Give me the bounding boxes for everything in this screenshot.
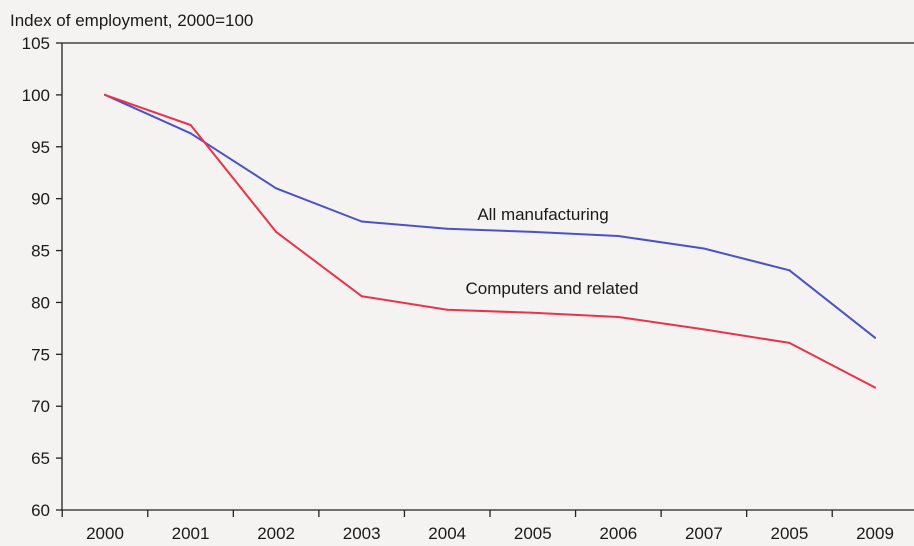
series-label-all-manufacturing: All manufacturing: [477, 205, 608, 224]
y-tick-label: 90: [31, 190, 50, 209]
data-point-computers-and-related: [531, 311, 534, 314]
y-tick-label: 85: [31, 242, 50, 261]
x-tick-label: 2004: [428, 524, 466, 543]
x-tick-label: 2006: [599, 524, 637, 543]
x-tick-label: 2007: [685, 524, 723, 543]
y-tick-label: 105: [22, 34, 50, 53]
data-point-computers-and-related: [702, 328, 705, 331]
series-line-all-manufacturing: [104, 93, 876, 339]
data-point-all-manufacturing: [446, 227, 449, 230]
data-point-all-manufacturing: [788, 269, 791, 272]
x-tick-label: 2002: [257, 524, 295, 543]
y-axis-title: Index of employment, 2000=100: [10, 11, 253, 30]
series-lines: [104, 93, 876, 389]
data-point-all-manufacturing: [702, 247, 705, 250]
y-tick-label: 65: [31, 449, 50, 468]
data-point-computers-and-related: [617, 315, 620, 318]
y-ticks: 60 65 70 75 80 85 90 95 100 105: [22, 34, 62, 520]
series-line-computers-and-related: [104, 93, 876, 389]
y-tick-label: 100: [22, 86, 50, 105]
x-tick-label: 2000: [86, 524, 124, 543]
y-tick-label: 95: [31, 138, 50, 157]
x-tick-label: 2005: [514, 524, 552, 543]
data-point-computers-and-related: [104, 93, 106, 96]
x-ticks: 2000 2001 2002 2003 2004 2005 2006 2007 2005 2009: [61, 510, 894, 543]
data-point-computers-and-related: [788, 341, 791, 344]
y-tick-label: 70: [31, 397, 50, 416]
x-tick-label: 2005: [771, 524, 809, 543]
data-point-all-manufacturing: [617, 235, 620, 238]
data-point-all-manufacturing: [275, 187, 278, 190]
data-point-all-manufacturing: [874, 336, 876, 339]
y-tick-label: 60: [31, 501, 50, 520]
data-point-computers-and-related: [360, 295, 363, 298]
data-point-all-manufacturing: [360, 220, 363, 223]
axes: [61, 42, 914, 511]
y-tick-label: 80: [31, 293, 50, 312]
y-tick-label: 75: [31, 345, 50, 364]
x-tick-label: 2009: [856, 524, 894, 543]
data-point-all-manufacturing: [189, 132, 192, 135]
data-point-all-manufacturing: [531, 230, 534, 233]
data-point-computers-and-related: [874, 386, 876, 389]
data-point-computers-and-related: [189, 123, 192, 126]
series-label-computers-and-related: Computers and related: [466, 279, 639, 298]
x-tick-label: 2003: [343, 524, 381, 543]
data-point-computers-and-related: [275, 230, 278, 233]
data-point-computers-and-related: [446, 308, 449, 311]
x-tick-label: 2001: [172, 524, 210, 543]
